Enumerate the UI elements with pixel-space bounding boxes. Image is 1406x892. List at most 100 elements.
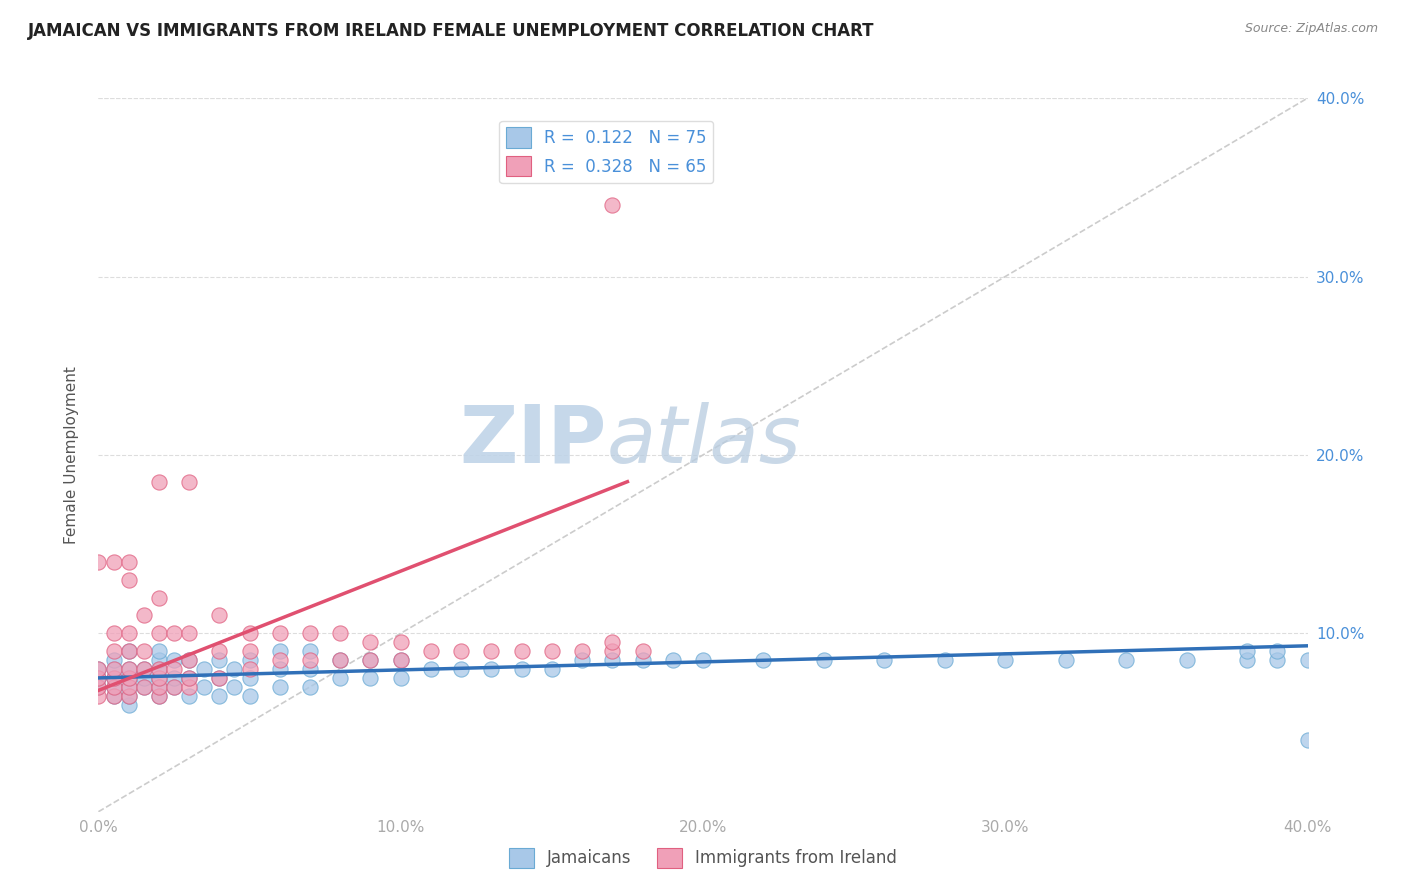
Legend: Jamaicans, Immigrants from Ireland: Jamaicans, Immigrants from Ireland — [502, 841, 904, 875]
Point — [148, 475, 170, 489]
Point — [329, 653, 352, 667]
Point — [571, 653, 593, 667]
Y-axis label: Female Unemployment: Female Unemployment — [65, 366, 79, 544]
Point — [132, 662, 155, 676]
Point — [118, 671, 141, 685]
Point — [389, 653, 412, 667]
Point — [193, 680, 215, 694]
Point — [692, 653, 714, 667]
Point — [118, 680, 141, 694]
Point — [132, 662, 155, 676]
Point — [118, 671, 141, 685]
Point — [148, 626, 170, 640]
Point — [103, 555, 125, 569]
Point — [1236, 653, 1258, 667]
Point — [148, 591, 170, 605]
Point — [269, 680, 291, 694]
Point — [103, 662, 125, 676]
Point — [148, 671, 170, 685]
Point — [239, 626, 262, 640]
Point — [329, 626, 352, 640]
Point — [224, 662, 246, 676]
Point — [103, 680, 125, 694]
Point — [179, 689, 201, 703]
Point — [193, 662, 215, 676]
Point — [118, 626, 141, 640]
Point — [103, 662, 125, 676]
Point — [239, 689, 262, 703]
Point — [631, 653, 654, 667]
Point — [224, 680, 246, 694]
Point — [360, 653, 382, 667]
Point — [299, 662, 322, 676]
Point — [269, 653, 291, 667]
Point — [239, 671, 262, 685]
Point — [269, 626, 291, 640]
Point — [118, 555, 141, 569]
Point — [103, 626, 125, 640]
Point — [602, 653, 624, 667]
Point — [148, 671, 170, 685]
Point — [420, 644, 443, 658]
Point — [873, 653, 896, 667]
Point — [132, 680, 155, 694]
Point — [1267, 653, 1289, 667]
Point — [481, 662, 503, 676]
Point — [87, 662, 110, 676]
Point — [118, 573, 141, 587]
Point — [132, 680, 155, 694]
Point — [389, 635, 412, 649]
Point — [1175, 653, 1198, 667]
Point — [87, 671, 110, 685]
Point — [208, 671, 231, 685]
Point — [208, 644, 231, 658]
Point — [208, 608, 231, 623]
Point — [389, 653, 412, 667]
Point — [208, 653, 231, 667]
Point — [269, 644, 291, 658]
Point — [239, 662, 262, 676]
Point — [148, 662, 170, 676]
Point — [239, 653, 262, 667]
Point — [540, 662, 562, 676]
Point — [239, 644, 262, 658]
Point — [103, 644, 125, 658]
Point — [1115, 653, 1137, 667]
Point — [602, 644, 624, 658]
Point — [103, 689, 125, 703]
Point — [179, 475, 201, 489]
Point — [132, 644, 155, 658]
Point — [163, 653, 186, 667]
Point — [148, 644, 170, 658]
Point — [103, 653, 125, 667]
Point — [299, 653, 322, 667]
Point — [1054, 653, 1077, 667]
Point — [420, 662, 443, 676]
Point — [208, 689, 231, 703]
Point — [389, 671, 412, 685]
Point — [118, 644, 141, 658]
Point — [87, 555, 110, 569]
Point — [118, 680, 141, 694]
Point — [1296, 733, 1319, 747]
Point — [163, 680, 186, 694]
Point — [179, 671, 201, 685]
Text: atlas: atlas — [606, 401, 801, 480]
Point — [132, 608, 155, 623]
Point — [299, 644, 322, 658]
Point — [179, 671, 201, 685]
Point — [813, 653, 835, 667]
Point — [87, 680, 110, 694]
Point — [360, 653, 382, 667]
Point — [118, 662, 141, 676]
Point — [450, 662, 472, 676]
Point — [148, 662, 170, 676]
Point — [179, 626, 201, 640]
Point — [87, 689, 110, 703]
Point — [510, 644, 533, 658]
Point — [329, 671, 352, 685]
Point — [87, 671, 110, 685]
Point — [510, 662, 533, 676]
Point — [118, 689, 141, 703]
Point — [163, 626, 186, 640]
